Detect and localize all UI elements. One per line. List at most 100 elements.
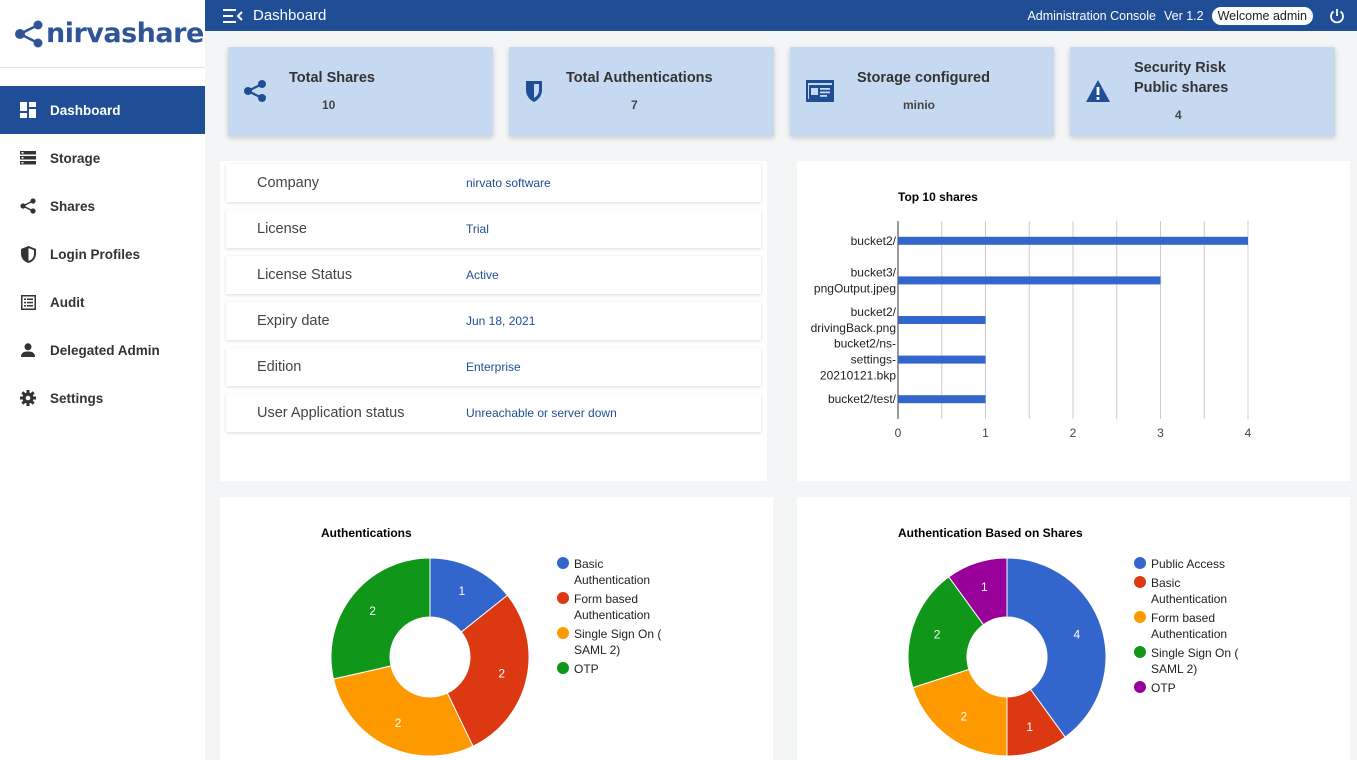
x-tick-label: 1	[982, 426, 989, 440]
y-tick-label: bucket2/test/	[828, 392, 897, 406]
pie-slice[interactable]	[907, 576, 985, 689]
y-tick-label: bucket2/drivingBack.png	[811, 305, 897, 335]
slice-value-label: 1	[981, 580, 988, 594]
sidebar-item-dashboard[interactable]: Dashboard	[0, 86, 205, 134]
info-value: Trial	[466, 222, 489, 236]
logo-text: nirvashare	[46, 18, 204, 49]
legend-marker	[1134, 646, 1146, 658]
slice-value-label: 4	[1074, 627, 1081, 641]
person-icon	[19, 341, 37, 359]
sidebar-item-label: Shares	[50, 198, 96, 214]
slice-value-label: 2	[369, 604, 376, 618]
sidebar-item-label: Login Profiles	[50, 246, 141, 262]
auth-by-shares-panel: Authentication Based on Shares 4 1 2 2 1 Pub…	[797, 497, 1350, 760]
sidebar-item-label: Dashboard	[50, 102, 121, 118]
legend-label: Single Sign On (SAML 2)	[1151, 646, 1239, 676]
info-row-edition: Edition Enterprise	[226, 348, 761, 386]
gear-icon	[19, 389, 37, 407]
sidebar-item-shares[interactable]: Shares	[0, 182, 205, 230]
legend-marker	[557, 557, 569, 569]
authentications-donut-chart: 1 2 2 2	[330, 557, 530, 757]
bar[interactable]	[898, 236, 1248, 245]
legend-item[interactable]: Basic Authentication	[1134, 575, 1238, 607]
pie-slice[interactable]	[330, 557, 431, 680]
stat-card-storage-configured[interactable]: Storage configured minio	[790, 47, 1054, 136]
user-menu-button[interactable]: Welcome admin	[1211, 6, 1313, 25]
pie-slice[interactable]	[912, 668, 1008, 757]
info-value: Jun 18, 2021	[466, 314, 536, 328]
slice-value-label: 2	[934, 627, 941, 641]
stat-value: 10	[322, 98, 336, 112]
top-shares-panel: Top 10 shares 0 1 2 3 4 bucket2/bucket3/pngOut…	[797, 161, 1350, 481]
legend-item[interactable]: OTP	[1134, 680, 1238, 696]
shield-icon	[19, 245, 37, 263]
shield-icon	[524, 79, 548, 103]
slice-value-label: 2	[960, 709, 967, 723]
x-tick-label: 4	[1245, 426, 1252, 440]
auth-by-shares-donut-chart: 4 1 2 2 1	[907, 557, 1107, 757]
legend-marker	[1134, 576, 1146, 588]
legend-item[interactable]: Public Access	[1134, 556, 1238, 572]
authentications-legend: Basic Authentication Form based Authenticat…	[557, 556, 661, 680]
sidebar-item-label: Storage	[50, 150, 101, 166]
warning-icon	[1085, 79, 1111, 103]
legend-item[interactable]: OTP	[557, 661, 661, 677]
legend-label: Single Sign On (SAML 2)	[574, 627, 662, 657]
auth-by-shares-legend: Public Access Basic Authentication Form bas…	[1134, 556, 1238, 699]
sidebar-item-label: Delegated Admin	[50, 342, 160, 358]
info-row-license: License Trial	[226, 210, 761, 248]
legend-marker	[1134, 611, 1146, 623]
info-row-expiry-date: Expiry date Jun 18, 2021	[226, 302, 761, 340]
y-tick-label: bucket3/pngOutput.jpeg	[814, 265, 897, 295]
power-icon[interactable]	[1329, 8, 1345, 24]
sidebar-item-login-profiles[interactable]: Login Profiles	[0, 230, 205, 278]
bar[interactable]	[898, 276, 1161, 285]
authentications-panel: Authentications 1 2 2 2 Basic Authentication…	[220, 497, 773, 760]
legend-item[interactable]: Single Sign On (SAML 2)	[557, 626, 661, 658]
bar[interactable]	[898, 395, 986, 404]
pie-slice[interactable]	[1006, 557, 1107, 738]
info-row-user-application-status: User Application status Unreachable or s…	[226, 394, 761, 432]
pie-slice[interactable]	[446, 594, 530, 747]
page-title: Dashboard	[253, 7, 327, 24]
legend-label: Basic Authentication	[1151, 576, 1228, 606]
stat-card-security-risk[interactable]: Security Risk Public shares 4	[1070, 47, 1335, 136]
info-value: Active	[466, 268, 499, 282]
stat-card-total-authentications[interactable]: Total Authentications 7	[509, 47, 774, 136]
legend-item[interactable]: Form based Authentication	[557, 591, 661, 623]
sidebar-item-label: Audit	[50, 294, 85, 310]
sidebar-item-delegated-admin[interactable]: Delegated Admin	[0, 326, 205, 374]
stat-card-total-shares[interactable]: Total Shares 10	[228, 47, 493, 136]
sidebar: nirvashare Dashboard Storage Shares Logi…	[0, 0, 205, 760]
sidebar-item-audit[interactable]: Audit	[0, 278, 205, 326]
legend-item[interactable]: Form based Authentication	[1134, 610, 1238, 642]
legend-item[interactable]: Basic Authentication	[557, 556, 661, 588]
sidebar-item-storage[interactable]: Storage	[0, 134, 205, 182]
legend-label: Form based Authentication	[1151, 611, 1228, 641]
chart-title: Authentication Based on Shares	[898, 526, 1083, 540]
sidebar-item-settings[interactable]: Settings	[0, 374, 205, 422]
bar[interactable]	[898, 355, 986, 364]
pie-slice[interactable]	[948, 557, 1008, 626]
slice-value-label: 1	[459, 584, 466, 598]
bar[interactable]	[898, 316, 986, 324]
storage-icon	[19, 149, 37, 167]
info-key: License Status	[257, 267, 353, 283]
x-tick-label: 2	[1070, 426, 1077, 440]
legend-item[interactable]: Single Sign On (SAML 2)	[1134, 645, 1238, 677]
slice-value-label: 1	[1026, 720, 1033, 734]
stat-title: Storage configured	[857, 70, 990, 86]
logo[interactable]: nirvashare	[0, 0, 205, 68]
topbar: Dashboard Administration Console Ver 1.2…	[205, 0, 1357, 31]
version-label: Ver 1.2	[1163, 8, 1204, 23]
legend-marker	[557, 627, 569, 639]
pie-slice[interactable]	[332, 665, 474, 757]
info-key: User Application status	[257, 405, 405, 421]
stat-value: minio	[903, 98, 935, 112]
x-tick-label: 3	[1157, 426, 1164, 440]
logo-share-icon	[15, 20, 43, 47]
menu-collapse-icon[interactable]	[223, 8, 243, 24]
y-tick-label: bucket2/ns-settings-20210121.bkp	[820, 337, 896, 383]
chart-title: Authentications	[321, 526, 412, 540]
info-key: Expiry date	[257, 313, 330, 329]
